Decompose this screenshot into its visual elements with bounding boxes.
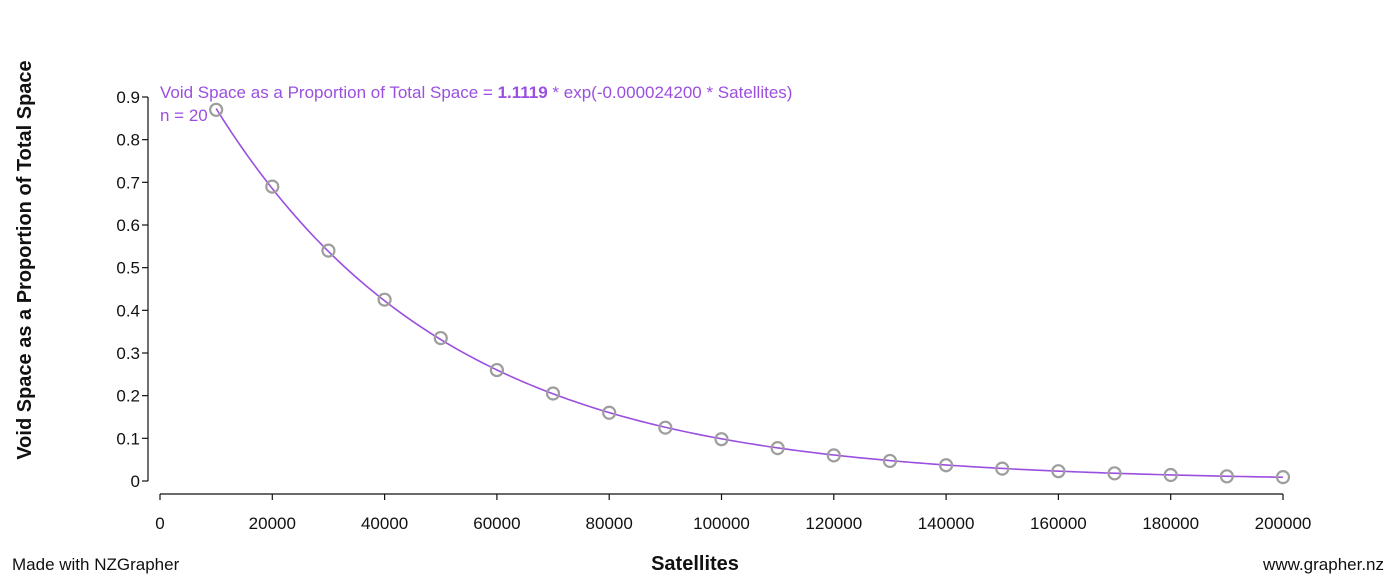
- y-tick-label: 0.7: [116, 173, 140, 192]
- y-tick-label: 0.6: [116, 216, 140, 235]
- data-point: [938, 458, 954, 473]
- fit-equation-suffix: * exp(-0.000024200 * Satellites): [548, 83, 793, 102]
- y-axis-title: Void Space as a Proportion of Total Spac…: [14, 60, 36, 459]
- y-tick-label: 0.1: [116, 429, 140, 448]
- fit-equation-coef: 1.1119: [498, 83, 548, 102]
- data-point: [995, 461, 1010, 476]
- y-axis-ticks: 0 0.1 0.2 0.3 0.4 0.5 0.6 0.7 0.8 0.9: [116, 88, 148, 491]
- data-point: [1275, 470, 1291, 485]
- y-tick-label: 0.9: [116, 88, 140, 107]
- y-tick-label: 0: [131, 472, 140, 491]
- y-tick-label: 0.5: [116, 259, 140, 278]
- fit-equation-prefix: Void Space as a Proportion of Total Spac…: [160, 83, 498, 102]
- data-point: [545, 386, 561, 401]
- data-point: [770, 441, 785, 456]
- data-points: [209, 102, 1291, 485]
- data-point: [826, 448, 841, 463]
- y-tick-label: 0.8: [116, 131, 140, 150]
- data-point: [265, 179, 280, 194]
- data-point: [433, 330, 448, 346]
- sample-size-label: n = 20: [160, 106, 208, 125]
- data-point: [209, 102, 224, 117]
- data-point: [1219, 469, 1234, 484]
- x-tick-label: 180000: [1142, 514, 1199, 533]
- x-tick-label: 160000: [1030, 514, 1087, 533]
- footer-website: www.grapher.nz: [1262, 555, 1384, 574]
- data-point: [658, 420, 673, 435]
- y-tick-label: 0.4: [116, 301, 140, 320]
- x-axis-ticks: 0 20000 40000 60000 80000 100000 120000 140000 1…: [155, 494, 1311, 533]
- fit-curve: [215, 108, 1284, 479]
- data-point: [602, 405, 617, 420]
- footer-credit: Made with NZGrapher: [12, 555, 180, 574]
- data-point: [1163, 467, 1178, 483]
- x-tick-label: 20000: [249, 514, 296, 533]
- x-tick-label: 0: [155, 514, 164, 533]
- data-point: [1107, 466, 1122, 481]
- data-point: [321, 243, 336, 258]
- x-tick-label: 40000: [361, 514, 408, 533]
- x-tick-label: 200000: [1255, 514, 1312, 533]
- y-tick-label: 0.3: [116, 344, 140, 363]
- x-tick-label: 60000: [473, 514, 520, 533]
- data-point: [1051, 464, 1066, 479]
- data-point: [882, 453, 898, 469]
- x-axis-title: Satellites: [651, 553, 739, 575]
- data-point: [714, 432, 729, 447]
- data-point: [489, 362, 504, 378]
- fit-equation: Void Space as a Proportion of Total Spac…: [160, 83, 792, 102]
- x-tick-label: 140000: [918, 514, 975, 533]
- y-tick-label: 0.2: [116, 387, 140, 406]
- x-tick-label: 80000: [586, 514, 633, 533]
- x-tick-label: 120000: [805, 514, 862, 533]
- data-point: [377, 292, 392, 307]
- x-tick-label: 100000: [693, 514, 750, 533]
